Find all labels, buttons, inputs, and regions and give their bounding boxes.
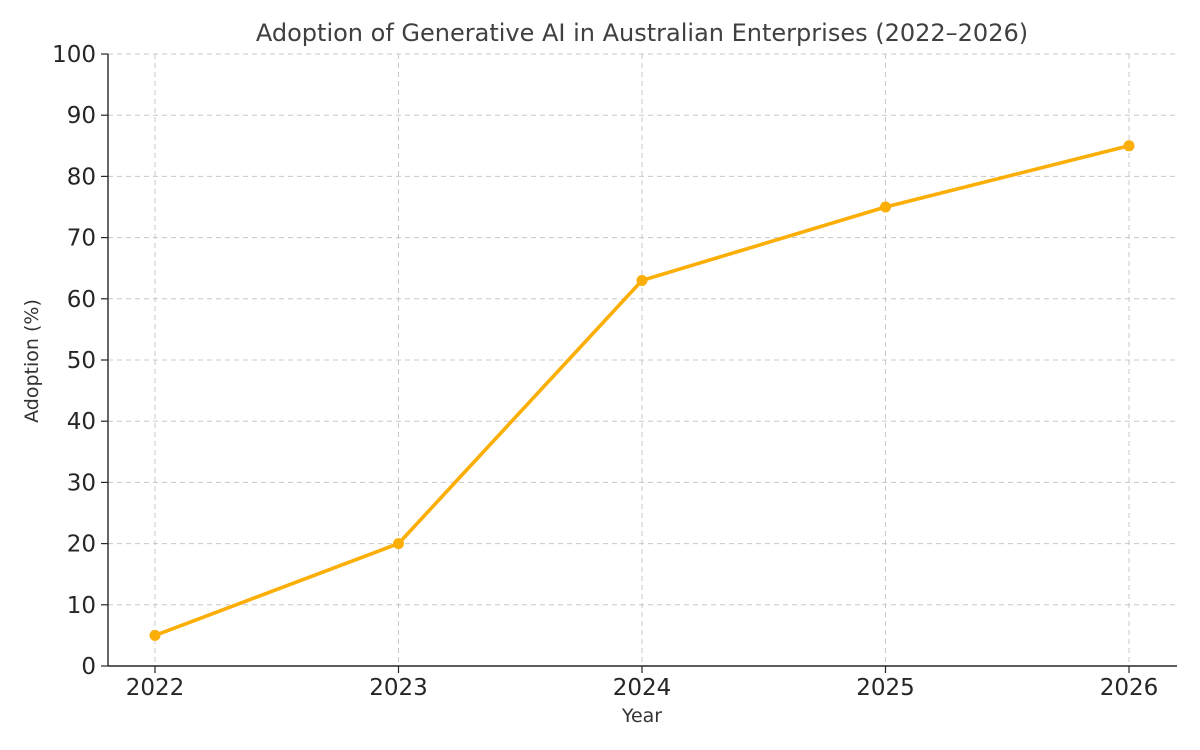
- y-tick-label: 100: [52, 42, 96, 68]
- series-layer: [149, 140, 1135, 641]
- data-point: [880, 201, 891, 213]
- y-tick-label: 10: [67, 593, 96, 619]
- data-point: [149, 629, 161, 641]
- x-tick-label: 2024: [613, 675, 672, 701]
- y-tick-label: 90: [67, 103, 96, 129]
- y-axis-label: Adoption (%): [21, 299, 43, 423]
- data-point: [1123, 140, 1135, 152]
- chart-title: Adoption of Generative AI in Australian …: [256, 19, 1028, 47]
- x-tick-label: 2026: [1100, 675, 1159, 701]
- data-point: [636, 274, 648, 286]
- y-tick-label: 70: [67, 226, 96, 252]
- x-tick-label: 2025: [856, 675, 915, 701]
- y-tick-label: 50: [67, 348, 96, 374]
- y-tick-label: 80: [67, 164, 96, 190]
- y-tick-label: 0: [81, 654, 96, 680]
- grid: [108, 53, 1177, 667]
- text-layer: Adoption of Generative AI in Australian …: [21, 19, 1158, 727]
- axes: [101, 53, 1177, 673]
- y-tick-label: 20: [67, 532, 96, 558]
- y-tick-label: 30: [67, 470, 96, 496]
- x-tick-label: 2022: [126, 675, 185, 701]
- x-axis-label: Year: [621, 705, 662, 727]
- x-tick-label: 2023: [369, 675, 428, 701]
- y-tick-label: 40: [67, 409, 96, 435]
- y-tick-label: 60: [67, 287, 96, 313]
- data-point: [393, 538, 404, 550]
